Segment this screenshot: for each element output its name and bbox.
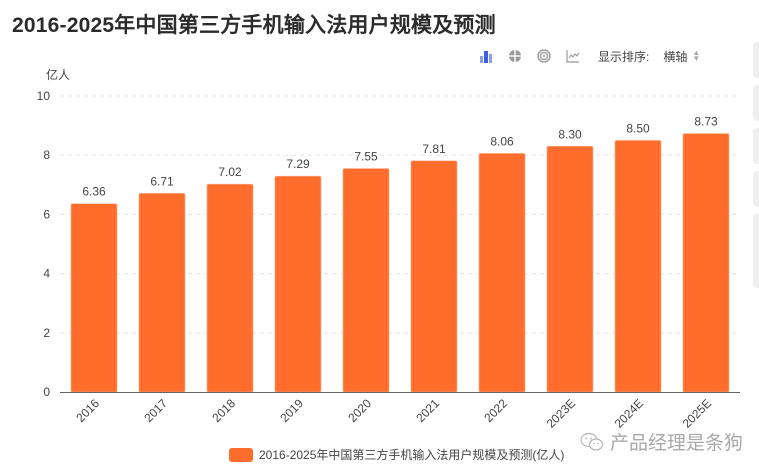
watermark: 产品经理是条狗 (580, 428, 743, 455)
bar[interactable] (206, 183, 254, 393)
bar[interactable] (546, 146, 594, 393)
data-label: 7.55 (354, 150, 378, 164)
y-axis-unit: 亿人 (46, 68, 71, 82)
bar[interactable] (138, 193, 186, 393)
chart-toolbar: 显示排序: 横轴 ▲ ▼ (478, 46, 700, 66)
side-panel-3[interactable] (753, 128, 759, 164)
y-tick-label: 6 (43, 207, 50, 221)
x-tick-label: 2025E (680, 396, 714, 430)
legend-label: 2016-2025年中国第三方手机输入法用户规模及预测(亿人) (259, 448, 565, 462)
y-tick-label: 0 (43, 385, 50, 399)
x-tick-label: 2017 (141, 396, 170, 425)
side-panels (753, 42, 759, 295)
y-tick-label: 2 (43, 326, 50, 340)
data-label: 8.06 (490, 134, 514, 148)
bar[interactable] (478, 153, 526, 393)
bar[interactable] (614, 140, 662, 393)
bar[interactable] (274, 175, 322, 393)
wechat-icon (580, 432, 604, 451)
x-tick-label: 2021 (413, 396, 442, 425)
data-label: 7.29 (286, 157, 310, 171)
y-tick-label: 4 (43, 267, 50, 281)
bar-chart-icon[interactable] (478, 48, 494, 64)
x-tick-label: 2016 (73, 396, 102, 425)
x-tick-label: 2024E (612, 396, 646, 430)
radar-chart-icon[interactable] (536, 48, 552, 64)
data-label: 7.02 (218, 165, 242, 179)
side-panel-5[interactable] (753, 214, 759, 288)
data-label: 6.36 (82, 185, 106, 199)
pie-chart-icon[interactable] (507, 48, 523, 64)
data-label: 8.73 (694, 115, 718, 129)
data-label: 8.50 (626, 121, 650, 135)
x-tick-label: 2019 (277, 396, 306, 425)
sort-select[interactable]: 横轴 ▲ ▼ (663, 48, 700, 65)
data-label: 8.30 (558, 127, 582, 141)
side-panel-2[interactable] (753, 85, 759, 121)
data-label: 6.71 (150, 174, 174, 188)
side-panel-1[interactable] (753, 42, 759, 78)
sort-arrows-icon: ▲ ▼ (692, 48, 701, 63)
legend-swatch (229, 447, 253, 462)
watermark-text: 产品经理是条狗 (610, 433, 744, 454)
line-chart-icon[interactable] (565, 48, 581, 64)
x-tick-label: 2018 (209, 396, 238, 425)
bar[interactable] (682, 133, 730, 393)
legend[interactable]: 2016-2025年中国第三方手机输入法用户规模及预测(亿人) (229, 446, 564, 463)
bar[interactable] (70, 203, 118, 393)
data-label: 7.81 (422, 142, 446, 156)
chart-title: 2016-2025年中国第三方手机输入法用户规模及预测 (12, 14, 496, 37)
x-tick-label: 2020 (345, 396, 374, 425)
sort-label: 显示排序: (598, 49, 650, 64)
bar[interactable] (342, 168, 390, 393)
bar[interactable] (410, 160, 458, 393)
x-tick-label: 2022 (481, 396, 510, 425)
x-tick-label: 2023E (544, 396, 578, 430)
side-panel-4[interactable] (753, 171, 759, 207)
y-tick-label: 10 (37, 89, 51, 103)
sort-select-value: 横轴 (663, 49, 688, 64)
y-tick-label: 8 (43, 148, 50, 162)
